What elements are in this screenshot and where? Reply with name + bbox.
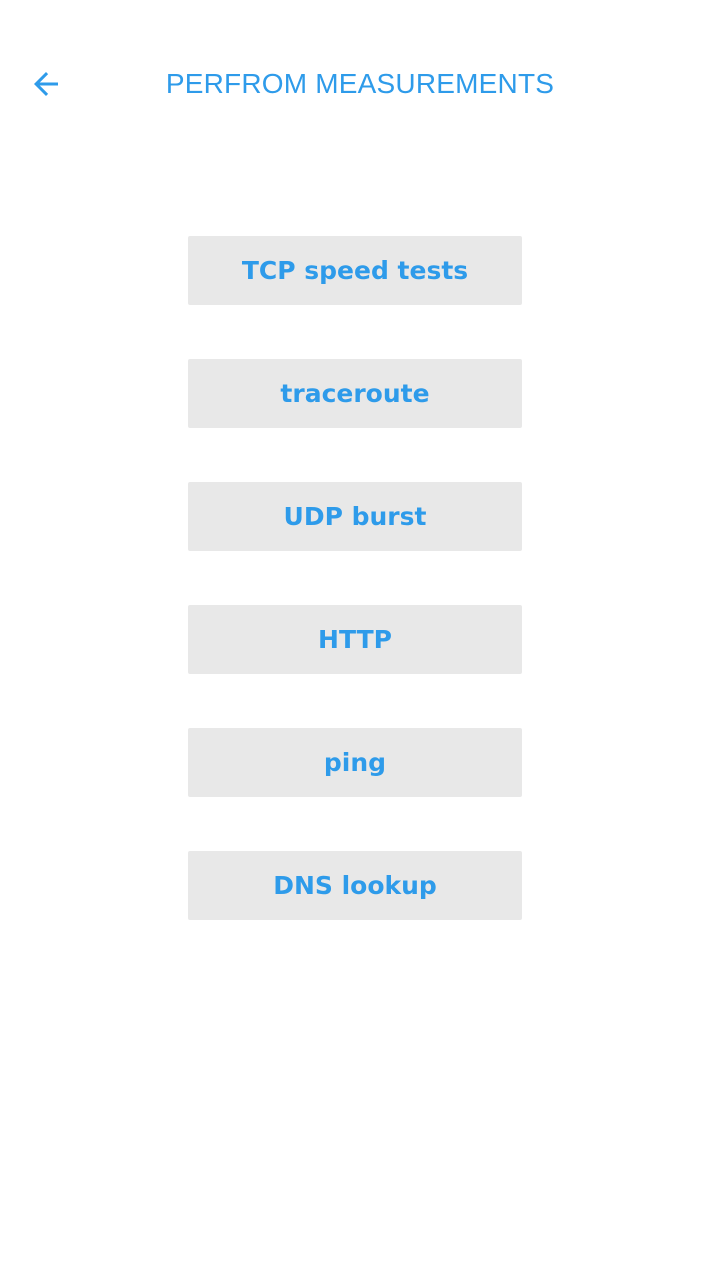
tcp-speed-tests-button[interactable]: TCP speed tests [188,236,522,305]
dns-lookup-button[interactable]: DNS lookup [188,851,522,920]
traceroute-button[interactable]: traceroute [188,359,522,428]
arrow-back-icon [28,66,64,102]
app-bar: PERFROM MEASUREMENTS [0,0,720,168]
http-button[interactable]: HTTP [188,605,522,674]
back-button[interactable] [18,60,74,108]
ping-button[interactable]: ping [188,728,522,797]
page-title: PERFROM MEASUREMENTS [165,68,555,99]
measurement-button-list: TCP speed tests traceroute UDP burst HTT… [188,236,522,974]
udp-burst-button[interactable]: UDP burst [188,482,522,551]
